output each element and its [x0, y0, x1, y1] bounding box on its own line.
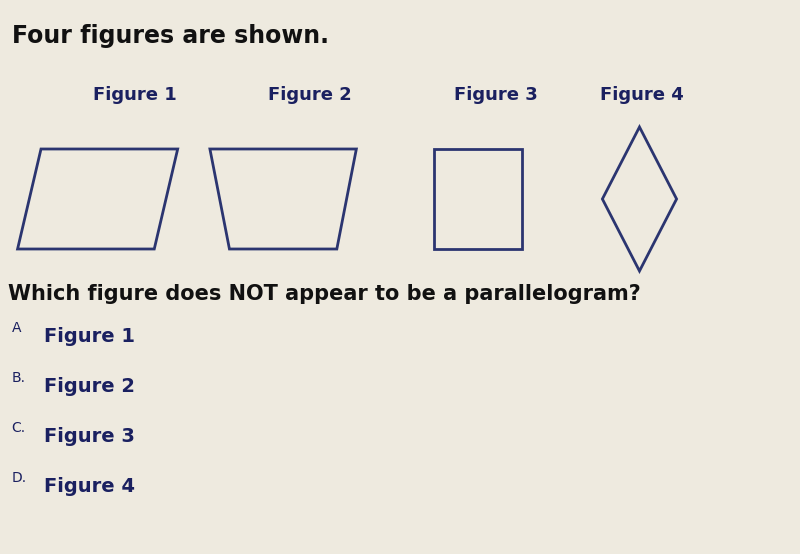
Text: Four figures are shown.: Four figures are shown. — [12, 24, 329, 48]
Text: Figure 3: Figure 3 — [44, 427, 135, 445]
Text: D.: D. — [12, 471, 27, 485]
Text: Figure 2: Figure 2 — [44, 377, 135, 396]
Text: C.: C. — [12, 421, 26, 435]
Text: Figure 1: Figure 1 — [93, 86, 177, 104]
Text: Figure 3: Figure 3 — [454, 86, 538, 104]
Text: Figure 1: Figure 1 — [44, 326, 135, 346]
Text: Figure 4: Figure 4 — [601, 86, 684, 104]
Text: Figure 4: Figure 4 — [44, 476, 135, 495]
Text: A: A — [12, 321, 22, 335]
Text: Which figure does NOT appear to be a parallelogram?: Which figure does NOT appear to be a par… — [8, 284, 641, 304]
Text: B.: B. — [12, 371, 26, 385]
Text: Figure 2: Figure 2 — [269, 86, 352, 104]
